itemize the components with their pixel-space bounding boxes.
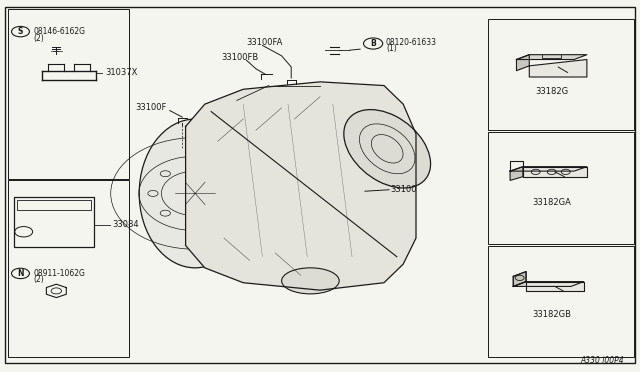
- Text: 33100: 33100: [390, 185, 417, 194]
- Polygon shape: [529, 60, 587, 77]
- Text: 33182G: 33182G: [535, 87, 568, 96]
- Text: 08911-1062G: 08911-1062G: [33, 269, 85, 278]
- Ellipse shape: [282, 268, 339, 294]
- Polygon shape: [510, 167, 523, 180]
- Text: S: S: [18, 27, 23, 36]
- Polygon shape: [526, 282, 584, 291]
- Text: (2): (2): [33, 34, 44, 43]
- Text: (2): (2): [33, 275, 44, 284]
- Text: N: N: [17, 269, 24, 278]
- Polygon shape: [510, 167, 587, 171]
- Text: 33084: 33084: [112, 220, 139, 229]
- Polygon shape: [513, 272, 526, 286]
- Polygon shape: [186, 82, 416, 290]
- Text: 33100F: 33100F: [136, 103, 167, 112]
- Text: 33100FB: 33100FB: [221, 53, 258, 62]
- Text: A330 i00P4: A330 i00P4: [580, 356, 624, 365]
- Ellipse shape: [140, 119, 252, 268]
- Text: 33182GB: 33182GB: [532, 310, 571, 319]
- Ellipse shape: [344, 110, 431, 188]
- Polygon shape: [513, 272, 526, 286]
- Text: (1): (1): [386, 44, 397, 53]
- Text: 31037X: 31037X: [106, 68, 138, 77]
- Polygon shape: [516, 55, 529, 71]
- Text: 08146-6162G: 08146-6162G: [33, 27, 85, 36]
- Polygon shape: [523, 167, 587, 177]
- Polygon shape: [516, 55, 587, 60]
- Text: 33182GA: 33182GA: [532, 198, 571, 207]
- Text: B: B: [371, 39, 376, 48]
- Polygon shape: [513, 282, 584, 286]
- Text: 33100FA: 33100FA: [246, 38, 283, 47]
- Text: 08120-61633: 08120-61633: [386, 38, 437, 46]
